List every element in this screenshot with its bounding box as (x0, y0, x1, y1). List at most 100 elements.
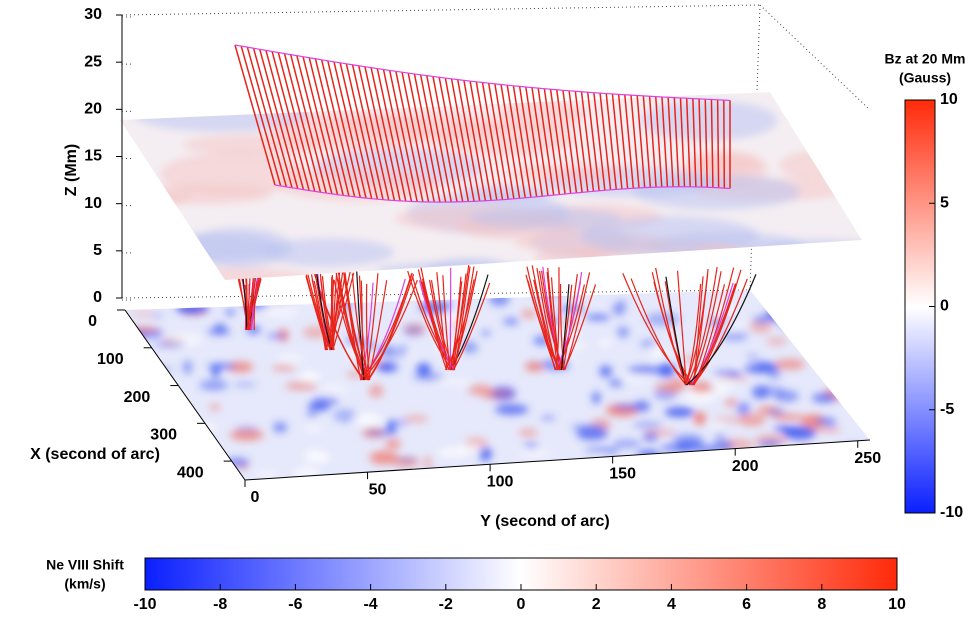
field-line (630, 278, 687, 386)
field-line (611, 93, 623, 190)
field-line (426, 75, 453, 203)
map-blob (523, 443, 538, 448)
x-tick-label: 100 (97, 351, 124, 368)
colorbar-tick-label: 0 (940, 298, 949, 315)
field-line (500, 84, 521, 199)
field-line (527, 280, 557, 371)
map-blob (798, 329, 808, 343)
field-line (537, 88, 555, 196)
colorbar-tick-label: 5 (940, 194, 949, 211)
map-blob (632, 421, 663, 428)
map-blob (333, 409, 358, 423)
field-line (320, 59, 356, 198)
field-line (605, 93, 617, 190)
field-line (370, 67, 401, 202)
field-line (339, 62, 373, 199)
field-line (395, 71, 424, 203)
colorbar-tick-label: 4 (667, 596, 676, 613)
y-tick-label: 100 (487, 474, 514, 491)
map-blob (436, 378, 472, 387)
map-blob (779, 150, 862, 181)
field-line (555, 272, 583, 371)
map-blob (658, 363, 676, 378)
map-blob (559, 320, 580, 327)
floor-map (125, 290, 870, 480)
map-blob (133, 332, 142, 343)
y-tick-label: 250 (854, 450, 881, 467)
map-blob (857, 302, 870, 307)
z-tick-label: 0 (93, 289, 102, 306)
x-tick-label: 300 (150, 427, 177, 444)
map-blob (443, 316, 475, 324)
map-blob (842, 306, 867, 317)
map-blob (365, 430, 399, 436)
map-blob (233, 382, 257, 388)
field-line (556, 284, 586, 371)
field-line (327, 60, 362, 198)
field-line (358, 65, 390, 201)
colorbar-tick-label: -10 (133, 596, 156, 613)
field-line (630, 95, 640, 188)
map-blob (608, 379, 624, 387)
map-blob (766, 337, 787, 346)
field-line (265, 50, 305, 190)
map-blob (627, 365, 664, 375)
map-blob (772, 413, 805, 421)
map-blob (227, 361, 254, 373)
field-line (599, 93, 612, 190)
field-line (246, 46, 288, 188)
field-line (453, 266, 475, 371)
colorbar-title: Bz at 20 Mm (885, 51, 966, 67)
map-blob (639, 100, 778, 141)
map-blob (612, 439, 642, 448)
map-blob (758, 440, 783, 449)
field-line (463, 80, 487, 201)
map-blob (207, 363, 237, 369)
map-blob (300, 371, 320, 383)
colorbar-tick-label: -4 (363, 596, 377, 613)
field-line (685, 98, 691, 187)
field-line (536, 267, 559, 371)
field-line (574, 91, 589, 192)
map-blob (739, 413, 766, 427)
map-blob (225, 308, 235, 316)
map-blob (262, 238, 394, 267)
field-line (661, 96, 669, 187)
field-line (421, 281, 448, 371)
map-blob (304, 425, 324, 432)
map-blob (479, 447, 492, 461)
field-line (655, 96, 663, 188)
map-blob (224, 457, 250, 468)
field-line (367, 274, 415, 381)
map-blob (125, 380, 145, 387)
map-blob (683, 391, 716, 403)
map-blob (482, 390, 513, 396)
z-tick-label: 25 (84, 53, 102, 70)
map-blob (712, 441, 734, 451)
map-blob (399, 345, 408, 354)
map-blob (211, 364, 220, 378)
field-line (329, 275, 334, 351)
map-blob (266, 333, 287, 339)
y-axis-label: Y (second of arc) (480, 513, 610, 530)
map-blob (459, 444, 486, 453)
map-blob (576, 427, 608, 441)
field-line (676, 270, 687, 386)
field-line (568, 90, 583, 193)
field-line (271, 51, 310, 191)
map-blob (403, 415, 429, 423)
field-line (452, 282, 491, 371)
map-blob (831, 296, 841, 311)
y-tick-label: 50 (369, 481, 387, 498)
map-blob (429, 471, 439, 480)
colorbar-tick-label: -6 (288, 596, 302, 613)
map-blob (518, 428, 538, 438)
colorbar-tick-label: 10 (888, 596, 906, 613)
field-line (444, 77, 470, 202)
field-line (457, 79, 481, 202)
field-line (642, 95, 652, 188)
map-blob (856, 388, 870, 398)
field-line (698, 98, 703, 188)
map-blob (617, 326, 630, 338)
colorbar-tick-label: -5 (940, 401, 954, 418)
